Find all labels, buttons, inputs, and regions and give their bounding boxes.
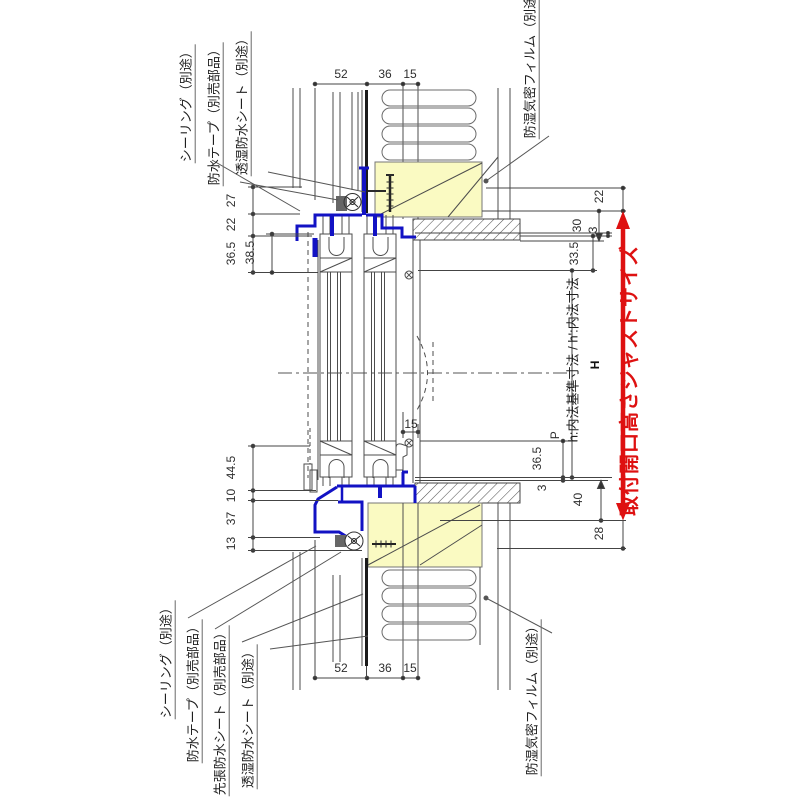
label-waterproof-tape-bottom: 防水テープ（別売部品） bbox=[186, 619, 203, 764]
dim-right-3-bottom: 3 bbox=[534, 484, 549, 492]
dim-left-10: 10 bbox=[223, 488, 238, 503]
dim-right-30: 30 bbox=[569, 218, 584, 233]
wall-top bbox=[292, 84, 521, 241]
dim-bottom-36: 36 bbox=[378, 661, 392, 675]
label-vapor-film-bottom: 防湿気密フィルム（別途） bbox=[525, 618, 542, 777]
red-height-arrow bbox=[616, 211, 630, 521]
dimension-lines bbox=[248, 81, 626, 681]
dim-right-36-5: 36.5 bbox=[529, 446, 544, 471]
dim-left-27: 27 bbox=[223, 193, 238, 208]
dim-left-37: 37 bbox=[223, 511, 238, 526]
dim-left-36-5: 36.5 bbox=[223, 241, 238, 266]
dim-top-36: 36 bbox=[378, 67, 392, 81]
label-sealing-bottom: シーリング（別途） bbox=[159, 600, 176, 720]
label-breathable-sheet-top: 透湿防水シート（別途） bbox=[235, 31, 252, 177]
dim-left-38-5: 38.5 bbox=[242, 240, 257, 265]
dim-mid-15: 15 bbox=[404, 417, 418, 431]
frame-profile-sill bbox=[313, 470, 417, 548]
dim-right-22: 22 bbox=[591, 189, 606, 204]
window-sashes bbox=[278, 215, 568, 493]
label-vapor-film-top: 防湿気密フィルム（別途） bbox=[523, 0, 540, 140]
wall-bottom bbox=[292, 482, 521, 690]
red-opening-height-note: 取付開口高さジャストサイズ bbox=[619, 244, 641, 516]
dim-left-44-5: 44.5 bbox=[223, 455, 238, 480]
insulation-bottom bbox=[381, 569, 477, 641]
dim-bottom-52: 52 bbox=[334, 661, 348, 675]
label-sealing-top: シーリング（別途） bbox=[179, 44, 196, 164]
dim-p-label: P bbox=[547, 431, 562, 440]
dim-right-28: 28 bbox=[591, 526, 606, 541]
dim-right-3-top: 3 bbox=[585, 226, 600, 234]
inner-dimension-note: h:内法基準寸法 / h':内法寸法 bbox=[565, 277, 581, 443]
label-breathable-sheet-bottom: 透湿防水シート（別途） bbox=[241, 644, 258, 790]
dim-right-33-5: 33.5 bbox=[566, 241, 581, 266]
label-pre-applied-sheet-bottom: 先張防水シート（別売部品） bbox=[213, 625, 230, 797]
insulation-top bbox=[381, 89, 477, 161]
fasteners bbox=[335, 174, 396, 551]
dim-left-13: 13 bbox=[223, 536, 238, 551]
label-waterproof-tape-top: 防水テープ（別売部品） bbox=[207, 42, 224, 187]
dim-top-15: 15 bbox=[403, 67, 417, 81]
dim-right-40: 40 bbox=[570, 492, 585, 507]
dim-bottom-15: 15 bbox=[403, 661, 417, 675]
dim-left-22: 22 bbox=[223, 217, 238, 232]
dim-top-52: 52 bbox=[334, 67, 348, 81]
dim-h-label: H bbox=[587, 360, 602, 370]
leader-lines bbox=[187, 135, 553, 650]
